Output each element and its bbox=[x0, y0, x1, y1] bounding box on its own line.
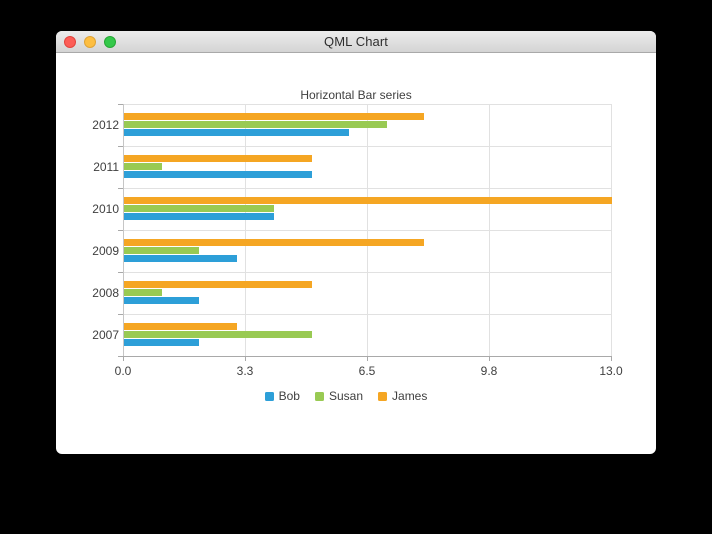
window-title: QML Chart bbox=[324, 34, 388, 49]
category-label: 2009 bbox=[92, 244, 119, 258]
x-tick-label: 13.0 bbox=[599, 364, 623, 378]
y-axis-tick bbox=[118, 272, 123, 273]
x-axis-tick bbox=[245, 356, 246, 361]
legend: Bob Susan James bbox=[56, 389, 636, 403]
minimize-button[interactable] bbox=[84, 36, 96, 48]
legend-item-susan: Susan bbox=[314, 389, 364, 403]
zoom-button[interactable] bbox=[104, 36, 116, 48]
x-tick-label: 3.3 bbox=[236, 364, 254, 378]
y-axis-tick bbox=[118, 356, 123, 357]
window: QML Chart Horizontal Bar series 0.0 3.3 6.… bbox=[56, 31, 656, 454]
x-tick-label: 0.0 bbox=[114, 364, 132, 378]
bar-susan-2011 bbox=[124, 163, 162, 170]
category-label: 2010 bbox=[92, 202, 119, 216]
bar-james-2011 bbox=[124, 155, 312, 162]
bar-susan-2007 bbox=[124, 331, 312, 338]
v-gridline bbox=[611, 104, 612, 356]
x-axis-tick bbox=[367, 356, 368, 361]
y-axis-tick bbox=[118, 188, 123, 189]
bar-bob-2007 bbox=[124, 339, 199, 346]
bar-susan-2010 bbox=[124, 205, 274, 212]
plot-area: 0.0 3.3 6.5 9.8 13.0 2012 2011 2010 2009 2008 2007 bbox=[92, 104, 623, 378]
v-gridline bbox=[245, 104, 246, 356]
x-axis-tick bbox=[123, 356, 124, 361]
chart-area: Horizontal Bar series 0.0 3.3 6.5 9.8 13.0 20… bbox=[56, 53, 656, 454]
x-axis-tick bbox=[611, 356, 612, 361]
bar-bob-2011 bbox=[124, 171, 312, 178]
legend-marker-bob bbox=[264, 391, 274, 401]
category-label: 2011 bbox=[93, 160, 119, 174]
y-axis-tick bbox=[118, 230, 123, 231]
category-label: 2008 bbox=[92, 286, 119, 300]
y-axis-tick bbox=[118, 146, 123, 147]
bar-james-2009 bbox=[124, 239, 424, 246]
bar-susan-2012 bbox=[124, 121, 387, 128]
bar-james-2007 bbox=[124, 323, 237, 330]
y-axis-tick bbox=[118, 104, 123, 105]
v-gridline bbox=[367, 104, 368, 356]
category-label: 2012 bbox=[92, 118, 119, 132]
bar-james-2010 bbox=[124, 197, 612, 204]
x-axis-tick bbox=[489, 356, 490, 361]
category-label: 2007 bbox=[92, 328, 119, 342]
legend-item-james: James bbox=[378, 389, 427, 403]
bar-bob-2010 bbox=[124, 213, 274, 220]
y-axis-tick bbox=[118, 314, 123, 315]
legend-marker-james bbox=[378, 391, 388, 401]
v-gridline bbox=[489, 104, 490, 356]
y-axis-line bbox=[123, 104, 124, 356]
bar-james-2008 bbox=[124, 281, 312, 288]
bar-bob-2009 bbox=[124, 255, 237, 262]
close-button[interactable] bbox=[64, 36, 76, 48]
bar-susan-2008 bbox=[124, 289, 162, 296]
chart-title: Horizontal Bar series bbox=[300, 88, 412, 102]
bar-bob-2008 bbox=[124, 297, 199, 304]
bar-bob-2012 bbox=[124, 129, 349, 136]
window-controls bbox=[64, 31, 116, 53]
legend-item-bob: Bob bbox=[264, 389, 300, 403]
bar-susan-2009 bbox=[124, 247, 199, 254]
legend-label: James bbox=[392, 389, 428, 403]
legend-label: Susan bbox=[328, 389, 364, 403]
x-tick-label: 6.5 bbox=[358, 364, 376, 378]
titlebar[interactable]: QML Chart bbox=[56, 31, 656, 53]
legend-marker-susan bbox=[314, 391, 324, 401]
legend-label: Bob bbox=[278, 389, 300, 403]
x-tick-label: 9.8 bbox=[480, 364, 498, 378]
bar-james-2012 bbox=[124, 113, 424, 120]
